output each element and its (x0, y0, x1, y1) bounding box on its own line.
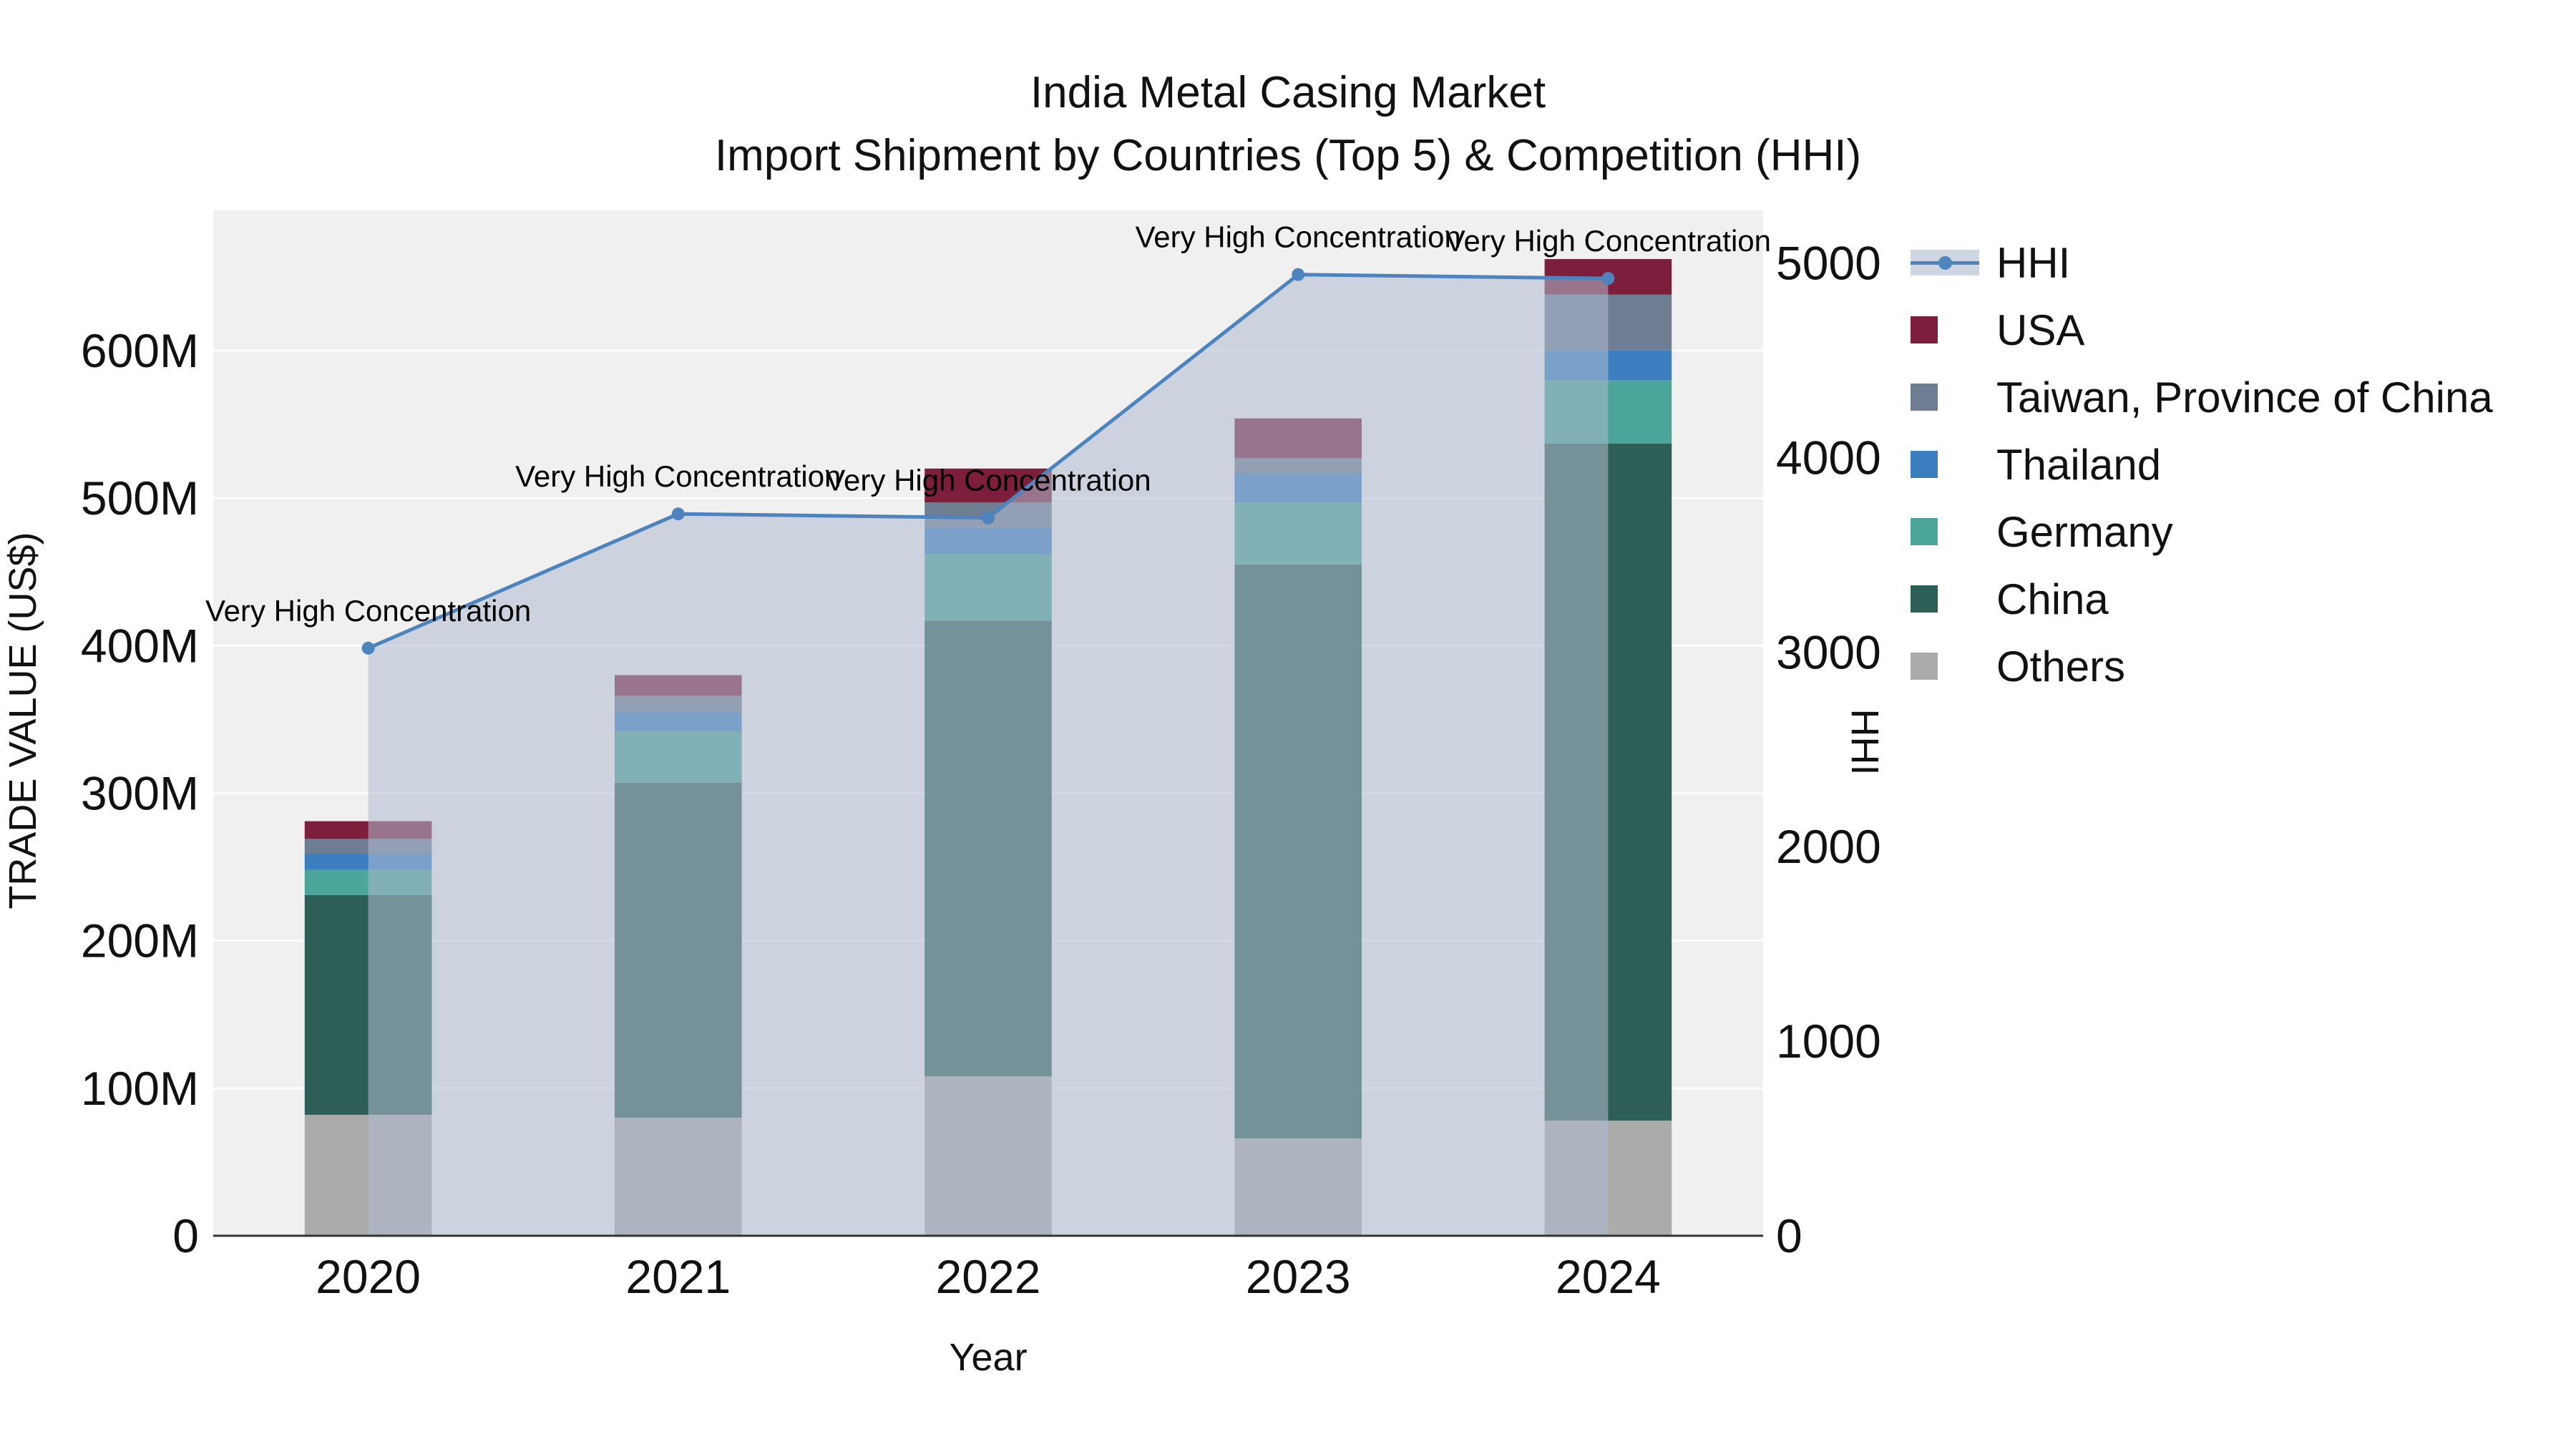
x-tick-label-2022: 2022 (936, 1250, 1041, 1303)
legend-label-taiwan-province-of-china: Taiwan, Province of China (1996, 373, 2493, 421)
annotation-2023: Very High Concentration (1136, 220, 1461, 254)
y-left-tick-label-0: 0 (172, 1209, 199, 1262)
legend-item-taiwan-province-of-china[interactable]: Taiwan, Province of China (1911, 364, 2493, 431)
taiwan-province-of-china-color-swatch-icon (1911, 384, 1979, 411)
chart-title: India Metal Casing Market (1030, 68, 1546, 117)
y-right-tick-label-3000: 3000 (1776, 625, 1881, 678)
hhi-marker-2021 (671, 507, 685, 521)
legend-item-thailand[interactable]: Thailand (1911, 431, 2493, 498)
legend-item-others[interactable]: Others (1911, 633, 2493, 700)
legend-item-usa[interactable]: USA (1911, 296, 2493, 364)
hhi-line-swatch-icon (1911, 250, 1979, 275)
others-color-swatch-icon (1911, 653, 1979, 680)
usa-color-swatch-icon (1911, 316, 1979, 343)
y-left-tick-label-500M: 500M (81, 472, 199, 525)
y-right-tick-label-2000: 2000 (1776, 820, 1881, 873)
legend-label-usa: USA (1996, 306, 2085, 354)
hhi-marker-2023 (1292, 268, 1305, 281)
thailand-color-swatch-icon (1911, 451, 1979, 478)
y-right-tick-label-5000: 5000 (1776, 236, 1881, 289)
germany-color-swatch-icon (1911, 518, 1979, 545)
annotation-2022: Very High Concentration (825, 464, 1151, 497)
x-tick-label-2024: 2024 (1556, 1250, 1661, 1303)
y-left-tick-label-200M: 200M (81, 914, 199, 967)
chart-subtitle: Import Shipment by Countries (Top 5) & C… (714, 131, 1862, 180)
legend-label-china: China (1996, 575, 2109, 623)
x-axis-title: Year (949, 1336, 1028, 1379)
legend-label-thailand: Thailand (1996, 440, 2162, 489)
x-tick-label-2023: 2023 (1246, 1250, 1351, 1303)
x-tick-label-2020: 2020 (316, 1250, 421, 1303)
hhi-marker-2020 (361, 641, 375, 655)
legend-item-germany[interactable]: Germany (1911, 498, 2493, 565)
annotation-2024: Very High Concentration (1445, 224, 1771, 258)
y-right-tick-label-4000: 4000 (1776, 431, 1881, 484)
legend-label-germany: Germany (1996, 507, 2173, 556)
annotation-2021: Very High Concentration (515, 459, 841, 493)
legend: HHI USA Taiwan, Province of China Thailand G… (1911, 229, 2493, 700)
legend-item-hhi[interactable]: HHI (1911, 229, 2493, 296)
y-left-tick-label-300M: 300M (81, 766, 199, 819)
legend-label-others: Others (1996, 642, 2126, 691)
x-tick-label-2021: 2021 (625, 1250, 731, 1303)
y-right-tick-label-1000: 1000 (1776, 1015, 1881, 1068)
hhi-marker-2024 (1601, 272, 1615, 286)
y-right-tick-label-0: 0 (1776, 1209, 1802, 1262)
hhi-marker-2022 (982, 511, 995, 525)
chart-title-block: India Metal Casing Market Import Shipmen… (0, 62, 2576, 187)
annotation-2020: Very High Concentration (205, 594, 531, 628)
legend-item-china[interactable]: China (1911, 565, 2493, 633)
legend-label-hhi: HHI (1996, 238, 2071, 287)
y-left-tick-label-100M: 100M (81, 1062, 199, 1115)
y-left-tick-label-400M: 400M (81, 619, 199, 672)
china-color-swatch-icon (1911, 585, 1979, 613)
y-left-tick-label-600M: 600M (81, 324, 199, 377)
